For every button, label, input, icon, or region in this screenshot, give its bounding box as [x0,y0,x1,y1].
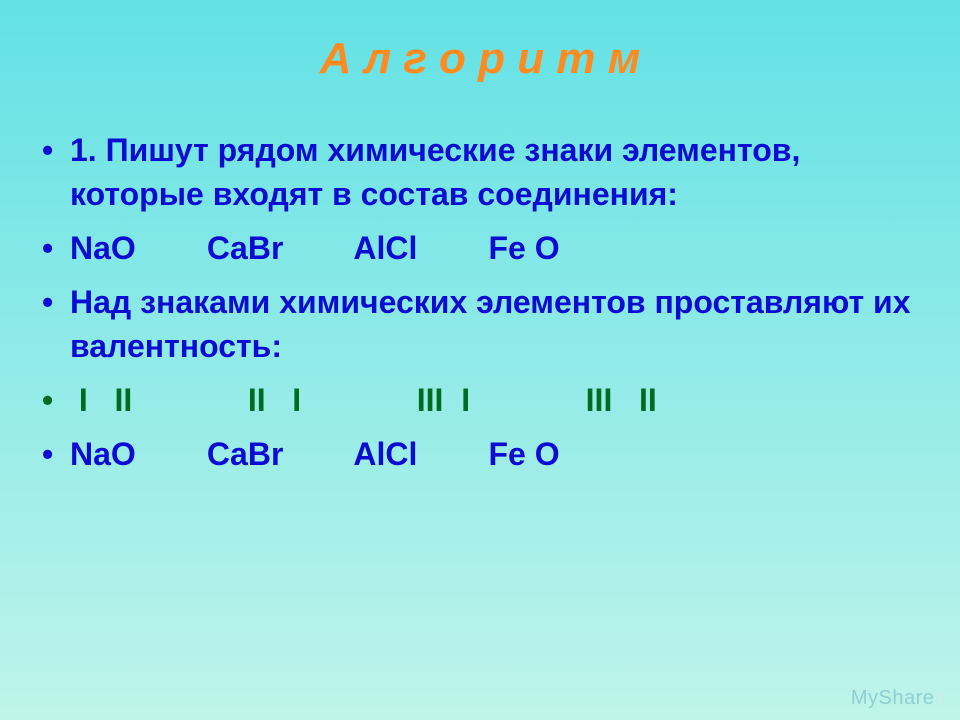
watermark-light: d [934,687,946,709]
slide: А л г о р и т м 1. Пишут рядом химически… [0,0,960,720]
bullet-formulas-2: NaO CaBr AlCl Fe O [36,432,924,476]
bullet-list: 1. Пишут рядом химические знаки элементо… [36,128,924,476]
bullet-formulas-1: NaO CaBr AlCl Fe O [36,226,924,270]
bullet-step-2: Над знаками химических элементов простав… [36,280,924,368]
bullet-step-1: 1. Пишут рядом химические знаки элементо… [36,128,924,216]
bullet-valences: I II II I III I III II [36,378,924,422]
watermark-dark: MyShare [851,687,935,709]
watermark: MyShared [851,687,946,710]
slide-title: А л г о р и т м [36,34,924,84]
